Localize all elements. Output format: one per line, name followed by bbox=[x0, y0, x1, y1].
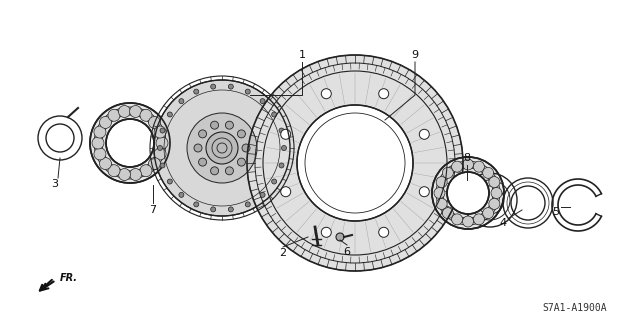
Circle shape bbox=[297, 105, 413, 221]
Circle shape bbox=[179, 192, 184, 197]
Circle shape bbox=[194, 202, 199, 207]
Circle shape bbox=[281, 187, 291, 197]
Circle shape bbox=[94, 126, 106, 138]
Circle shape bbox=[436, 198, 447, 209]
Circle shape bbox=[279, 163, 284, 168]
Circle shape bbox=[108, 165, 120, 177]
Circle shape bbox=[129, 106, 141, 117]
Circle shape bbox=[140, 109, 152, 121]
Circle shape bbox=[432, 157, 504, 229]
Circle shape bbox=[447, 172, 489, 214]
Circle shape bbox=[99, 158, 111, 170]
Circle shape bbox=[483, 167, 493, 178]
Circle shape bbox=[92, 137, 104, 149]
Circle shape bbox=[194, 144, 202, 152]
Circle shape bbox=[281, 129, 291, 139]
Text: S7A1-A1900A: S7A1-A1900A bbox=[543, 303, 607, 313]
Circle shape bbox=[336, 233, 344, 241]
Text: 9: 9 bbox=[412, 50, 419, 60]
Circle shape bbox=[99, 116, 111, 129]
Circle shape bbox=[245, 202, 250, 207]
Circle shape bbox=[379, 227, 388, 237]
Circle shape bbox=[419, 129, 429, 139]
Circle shape bbox=[211, 84, 216, 89]
Circle shape bbox=[211, 121, 219, 129]
Text: 1: 1 bbox=[298, 50, 305, 60]
Circle shape bbox=[260, 99, 265, 104]
Circle shape bbox=[187, 113, 257, 183]
Circle shape bbox=[148, 116, 161, 129]
Circle shape bbox=[271, 112, 276, 117]
Circle shape bbox=[108, 109, 120, 121]
Circle shape bbox=[474, 214, 484, 225]
Circle shape bbox=[154, 126, 166, 138]
Circle shape bbox=[198, 130, 207, 138]
Circle shape bbox=[321, 89, 332, 99]
Circle shape bbox=[154, 148, 166, 160]
Circle shape bbox=[271, 179, 276, 184]
Circle shape bbox=[242, 144, 250, 152]
Text: 2: 2 bbox=[280, 248, 287, 258]
Circle shape bbox=[225, 121, 234, 129]
Circle shape bbox=[94, 148, 106, 160]
Text: FR.: FR. bbox=[60, 273, 78, 283]
Circle shape bbox=[211, 167, 219, 175]
Circle shape bbox=[434, 188, 445, 198]
Circle shape bbox=[279, 128, 284, 133]
Text: 7: 7 bbox=[149, 205, 157, 215]
Text: 3: 3 bbox=[51, 179, 58, 189]
Circle shape bbox=[118, 168, 131, 181]
Circle shape bbox=[167, 179, 172, 184]
Circle shape bbox=[198, 158, 207, 166]
Circle shape bbox=[452, 161, 463, 172]
Circle shape bbox=[206, 132, 238, 164]
Circle shape bbox=[156, 137, 168, 149]
Text: 5: 5 bbox=[552, 207, 559, 217]
Circle shape bbox=[491, 188, 502, 198]
Text: 6: 6 bbox=[344, 247, 351, 257]
Circle shape bbox=[237, 158, 245, 166]
Circle shape bbox=[154, 80, 290, 216]
Circle shape bbox=[160, 163, 165, 168]
Circle shape bbox=[225, 167, 234, 175]
Circle shape bbox=[442, 208, 453, 219]
Circle shape bbox=[228, 84, 234, 89]
Circle shape bbox=[140, 165, 152, 177]
Circle shape bbox=[474, 161, 484, 172]
Circle shape bbox=[129, 168, 141, 181]
Circle shape bbox=[228, 207, 234, 212]
Circle shape bbox=[245, 89, 250, 94]
Circle shape bbox=[489, 198, 500, 209]
Circle shape bbox=[179, 99, 184, 104]
Circle shape bbox=[419, 187, 429, 197]
Circle shape bbox=[452, 214, 463, 225]
Circle shape bbox=[260, 192, 265, 197]
Circle shape bbox=[463, 159, 474, 170]
Circle shape bbox=[157, 145, 163, 151]
Circle shape bbox=[483, 208, 493, 219]
Circle shape bbox=[436, 177, 447, 188]
Circle shape bbox=[489, 177, 500, 188]
Text: 8: 8 bbox=[463, 153, 470, 163]
Circle shape bbox=[194, 89, 199, 94]
Circle shape bbox=[237, 130, 245, 138]
Circle shape bbox=[90, 103, 170, 183]
Circle shape bbox=[442, 167, 453, 178]
Circle shape bbox=[160, 128, 165, 133]
Circle shape bbox=[379, 89, 388, 99]
Text: 4: 4 bbox=[499, 218, 507, 228]
Circle shape bbox=[211, 207, 216, 212]
Circle shape bbox=[282, 145, 287, 151]
Circle shape bbox=[167, 112, 172, 117]
Circle shape bbox=[321, 227, 332, 237]
Circle shape bbox=[106, 119, 154, 167]
Circle shape bbox=[148, 158, 161, 170]
Circle shape bbox=[463, 216, 474, 227]
Circle shape bbox=[118, 106, 131, 117]
Circle shape bbox=[247, 55, 463, 271]
